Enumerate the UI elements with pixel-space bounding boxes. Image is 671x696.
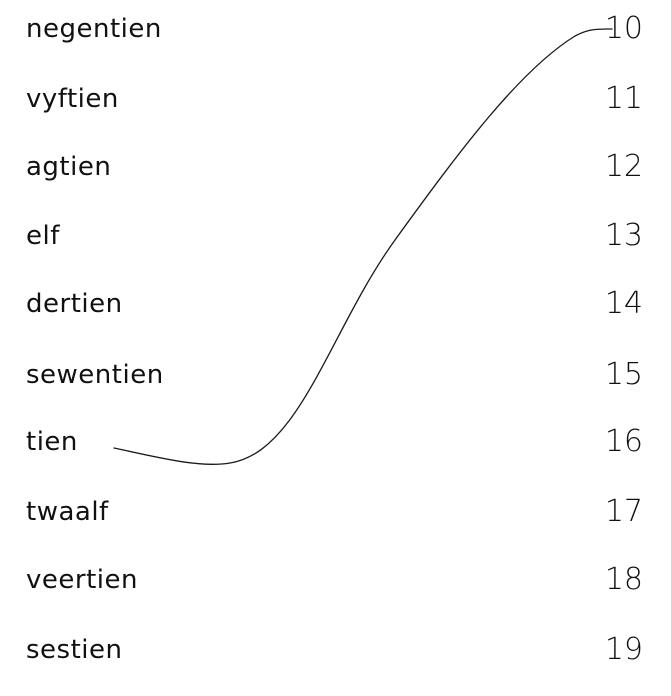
word-item[interactable]: tien bbox=[26, 427, 78, 457]
word-item[interactable]: dertien bbox=[26, 289, 123, 319]
match-line-tien-10 bbox=[113, 28, 613, 465]
word-item[interactable]: vyftien bbox=[26, 84, 119, 114]
number-item[interactable]: 12 bbox=[604, 149, 643, 184]
number-item[interactable]: 18 bbox=[604, 562, 643, 597]
word-item[interactable]: elf bbox=[26, 221, 60, 251]
number-item[interactable]: 13 bbox=[604, 218, 643, 253]
word-item[interactable]: sewentien bbox=[26, 360, 164, 390]
number-item[interactable]: 10 bbox=[604, 11, 643, 46]
number-item[interactable]: 14 bbox=[604, 286, 643, 321]
number-item[interactable]: 19 bbox=[604, 632, 643, 667]
number-item[interactable]: 17 bbox=[604, 494, 643, 529]
word-item[interactable]: twaalf bbox=[26, 497, 109, 527]
word-item[interactable]: veertien bbox=[26, 565, 138, 595]
word-item[interactable]: negentien bbox=[26, 14, 162, 44]
number-item[interactable]: 16 bbox=[604, 424, 643, 459]
word-item[interactable]: agtien bbox=[26, 152, 112, 182]
number-item[interactable]: 11 bbox=[604, 81, 643, 116]
number-item[interactable]: 15 bbox=[604, 357, 643, 392]
word-item[interactable]: sestien bbox=[26, 635, 123, 665]
